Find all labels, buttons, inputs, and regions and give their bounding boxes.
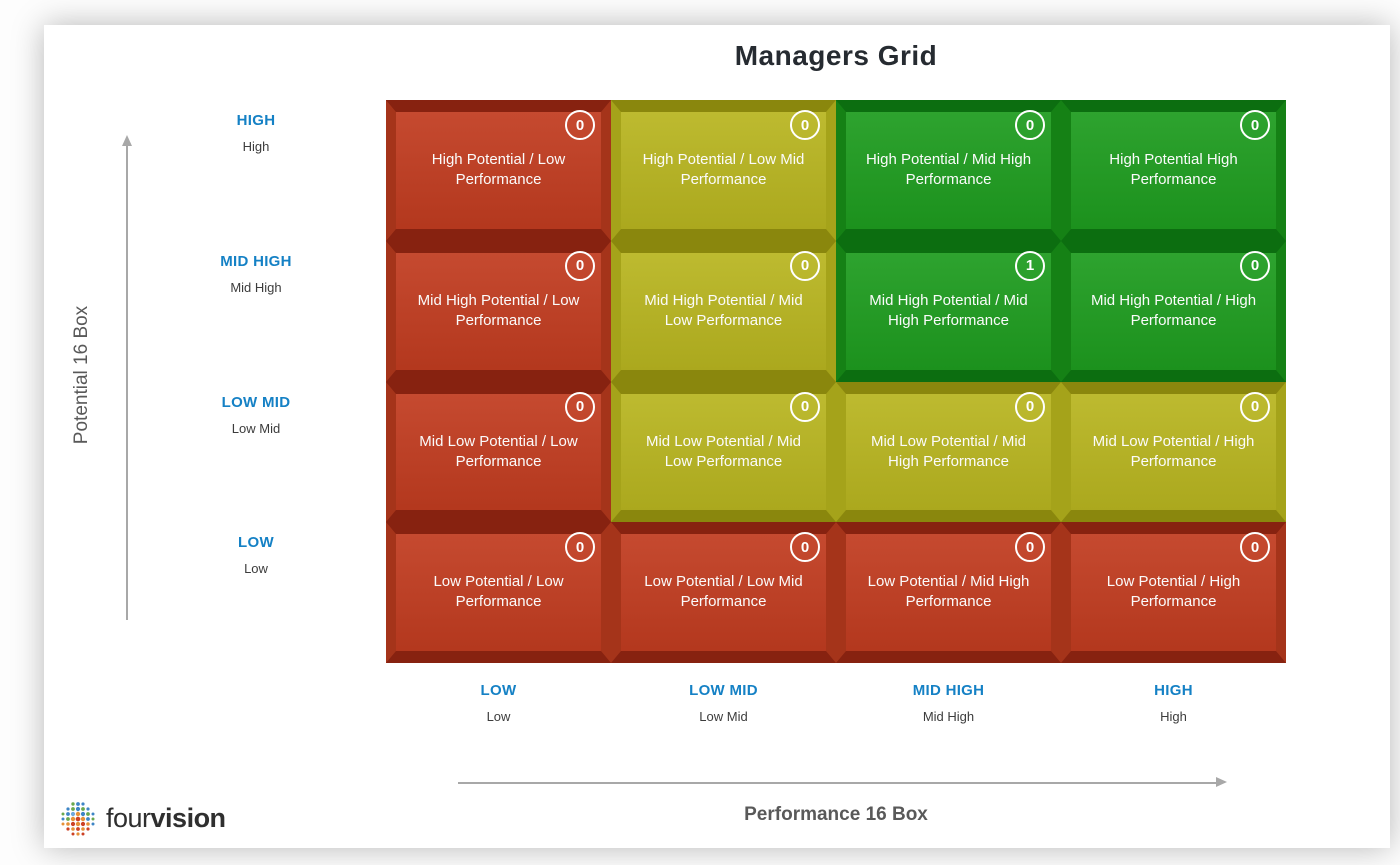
grid-cell-midhigh-low[interactable]: 0 Mid High Potential / Low Performance: [386, 240, 611, 382]
logo-text-light: four: [106, 802, 151, 833]
y-axis-label-primary: LOW: [238, 534, 274, 552]
y-axis-label-primary: LOW MID: [221, 393, 291, 411]
count-badge: 0: [1240, 532, 1270, 563]
count-badge: 0: [790, 532, 820, 563]
count-badge: 0: [565, 532, 595, 563]
fourvision-logo-icon: [61, 802, 95, 836]
x-axis-label-low-mid: LOW MID Low Mid: [611, 682, 836, 724]
x-axis-label-primary: MID HIGH: [912, 682, 985, 699]
count-badge: 0: [1240, 250, 1270, 281]
grid-cell-midhigh-midlow[interactable]: 0 Mid High Potential / Mid Low Performan…: [611, 240, 836, 382]
grid-cell-low-low[interactable]: 0 Low Potential / Low Performance: [386, 522, 611, 663]
x-axis-title: Performance 16 Box: [744, 804, 928, 825]
cell-label: Mid High Potential / High Performance: [1090, 291, 1257, 329]
x-axis-label-high: HIGH High: [1061, 682, 1286, 724]
grid-cell-midhigh-high[interactable]: 0 Mid High Potential / High Performance: [1061, 240, 1286, 382]
y-axis-label-secondary: High: [242, 139, 270, 154]
cell-label: Mid High Potential / Low Performance: [417, 291, 580, 329]
logo-text-bold: vision: [150, 802, 227, 833]
y-axis-title: Potential 16 Box: [71, 305, 92, 445]
cell-label: High Potential / Mid High Performance: [865, 151, 1032, 188]
y-axis-labels: HIGH High MID HIGH Mid High LOW MID Low …: [166, 100, 346, 663]
grid-cell-midlow-low[interactable]: 0 Mid Low Potential / Low Performance: [386, 381, 611, 523]
grid-cell-low-high[interactable]: 0 Low Potential / High Performance: [1061, 522, 1286, 663]
x-axis-label-primary: LOW MID: [689, 682, 758, 699]
grid-cell-low-lowmid[interactable]: 0 Low Potential / Low Mid Performance: [611, 522, 836, 663]
x-axis-arrowhead-icon: [1216, 777, 1227, 787]
cell-label: Low Potential / High Performance: [1106, 573, 1241, 611]
count-badge: 0: [1240, 110, 1270, 140]
x-axis-label-low: LOW Low: [386, 682, 611, 724]
cell-label: Low Potential / Low Mid Performance: [644, 573, 803, 611]
cell-label: Low Potential / Mid High Performance: [867, 573, 1030, 611]
x-axis-label-secondary: High: [1160, 709, 1187, 724]
x-axis-arrow: [458, 777, 1227, 787]
grid-cell-high-high[interactable]: 0 High Potential High Performance: [1061, 100, 1286, 241]
y-axis-label-secondary: Low: [244, 561, 268, 577]
count-badge: 0: [1240, 391, 1270, 422]
x-axis-label-secondary: Low: [486, 709, 511, 724]
y-axis-label-high: HIGH High: [166, 100, 346, 241]
grid-cell-low-midhigh[interactable]: 0 Low Potential / Mid High Performance: [836, 522, 1061, 663]
grid-cell-midlow-midlow[interactable]: 0 Mid Low Potential / Mid Low Performanc…: [611, 381, 836, 523]
cell-label: High Potential / Low Performance: [431, 151, 566, 188]
count-badge: 0: [565, 391, 595, 422]
x-axis-label-primary: LOW: [480, 682, 517, 699]
y-axis-arrowhead-icon: [122, 135, 132, 146]
x-axis-labels: LOW Low LOW MID Low Mid MID HIGH Mid Hig…: [386, 682, 1286, 724]
count-badge: 0: [565, 110, 595, 140]
grid-cell-midhigh-midhigh[interactable]: 1 Mid High Potential / Mid High Performa…: [836, 240, 1061, 382]
sixteen-box-grid: 0 High Potential / Low Performance 0 Hig…: [386, 100, 1286, 663]
count-badge: 0: [790, 110, 820, 140]
grid-cell-high-lowmid[interactable]: 0 High Potential / Low Mid Performance: [611, 100, 836, 241]
y-axis-label-low-mid: LOW MID Low Mid: [166, 382, 346, 523]
count-badge: 0: [565, 250, 595, 281]
y-axis-label-primary: HIGH: [236, 112, 276, 129]
x-axis-label-primary: HIGH: [1154, 682, 1193, 699]
fourvision-logo-text: fourvision: [106, 803, 226, 834]
cell-label: Low Potential / Low Performance: [433, 573, 564, 611]
y-axis-arrow: [122, 135, 132, 620]
count-badge: 0: [1015, 391, 1045, 422]
grid-cell-high-low[interactable]: 0 High Potential / Low Performance: [386, 100, 611, 241]
page-title: Managers Grid: [734, 40, 938, 71]
count-badge: 0: [790, 391, 820, 422]
cell-label: Mid Low Potential / Mid Low Performance: [645, 432, 802, 470]
cell-label: High Potential High Performance: [1109, 151, 1238, 188]
cell-label: Mid Low Potential / Low Performance: [419, 432, 578, 470]
cell-label: Mid Low Potential / High Performance: [1092, 432, 1255, 470]
y-axis-label-secondary: Mid High: [230, 279, 282, 295]
count-badge: 0: [1015, 532, 1045, 563]
cell-label: Mid Low Potential / Mid High Performance: [870, 432, 1027, 470]
y-axis-label-primary: MID HIGH: [220, 252, 292, 270]
grid-cell-midlow-midhigh[interactable]: 0 Mid Low Potential / Mid High Performan…: [836, 381, 1061, 523]
x-axis-label-secondary: Low Mid: [699, 709, 748, 724]
grid-cell-high-midhigh[interactable]: 0 High Potential / Mid High Performance: [836, 100, 1061, 241]
x-axis-label-secondary: Mid High: [922, 709, 975, 724]
count-badge: 1: [1015, 250, 1045, 281]
y-axis-label-low: LOW Low: [166, 522, 346, 663]
x-axis-label-mid-high: MID HIGH Mid High: [836, 682, 1061, 724]
y-axis-label-mid-high: MID HIGH Mid High: [166, 241, 346, 382]
fourvision-logo: fourvision: [58, 798, 226, 838]
count-badge: 0: [790, 250, 820, 281]
count-badge: 0: [1015, 110, 1045, 140]
grid-cell-midlow-high[interactable]: 0 Mid Low Potential / High Performance: [1061, 381, 1286, 523]
cell-label: Mid High Potential / Mid Low Performance: [644, 291, 803, 329]
cell-label: Mid High Potential / Mid High Performanc…: [869, 291, 1028, 329]
cell-label: High Potential / Low Mid Performance: [642, 151, 805, 188]
y-axis-label-secondary: Low Mid: [231, 420, 281, 436]
